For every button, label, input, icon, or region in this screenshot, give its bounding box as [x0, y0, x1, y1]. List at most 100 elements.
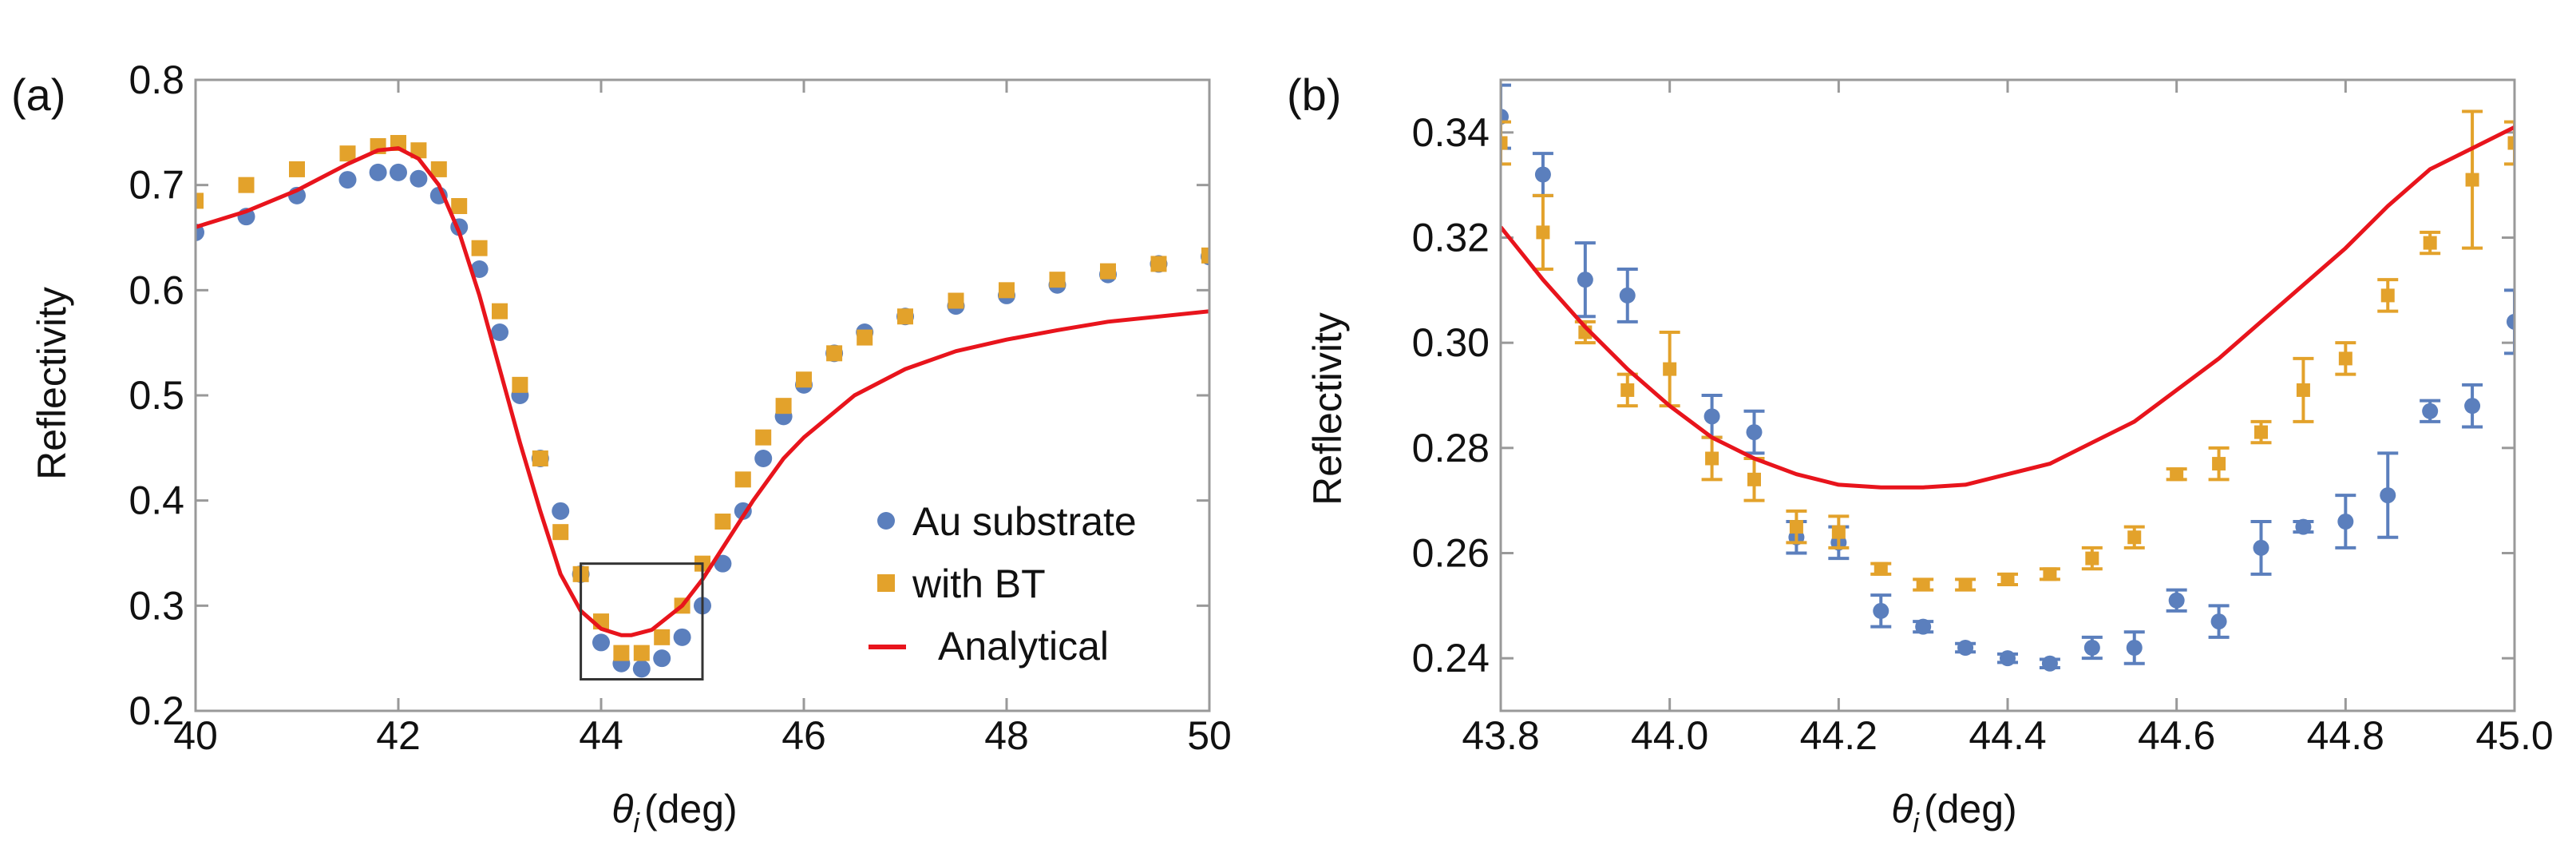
panel-a-with-bt-point [492, 303, 508, 319]
panel-b-y-tick-label: 0.26 [1412, 531, 1490, 576]
panel-a-with-bt-point [1049, 272, 1066, 288]
panel-b-au-substrate-point [2337, 514, 2354, 530]
panel-b-x-tick-label: 44.0 [1631, 713, 1708, 758]
panel-a-with-bt-point [1150, 256, 1167, 272]
panel-a-with-bt-point [339, 145, 356, 162]
panel-a-y-tick-label: 0.5 [129, 373, 184, 418]
panel-a-au-substrate-point [410, 169, 428, 188]
panel-b-au-substrate-point [2083, 640, 2100, 656]
panel-b-x-tick-label: 43.8 [1462, 713, 1539, 758]
panel-label-a: (a) [11, 69, 65, 120]
panel-b-au-substrate-point [1703, 408, 1720, 425]
panel-a-with-bt-point [999, 282, 1015, 299]
panel-b-with-bt-point [2380, 288, 2395, 303]
panel-b-au-substrate-point [2422, 403, 2439, 419]
panel-a-with-bt-point [633, 645, 650, 661]
panel-a-y-tick-label: 0.8 [129, 58, 184, 102]
panel-a-au-substrate-point [632, 660, 651, 678]
panel-b-au-substrate-point [1915, 618, 1932, 635]
panel-a-with-bt-point [755, 429, 772, 446]
panel-a-x-tick-label: 46 [782, 713, 826, 758]
panel-b-x-tick-label: 44.4 [1969, 713, 2046, 758]
panel-b-au-substrate-point [2168, 592, 2185, 609]
panel-a-y-tick-label: 0.7 [129, 163, 184, 208]
panel-b-au-substrate-point [2126, 640, 2143, 656]
panel-a-with-bt-point [410, 142, 427, 159]
panel-a-au-substrate-point [390, 163, 407, 181]
panel-b-with-bt-point [2085, 551, 2099, 565]
panel-a-y-axis-label: Reflectivity [30, 287, 74, 480]
panel-b-with-bt-point [2127, 530, 2142, 545]
legend-label-with-bt: with BT [912, 561, 1046, 606]
panel-a-plot-area [196, 135, 1209, 678]
panel-b-with-bt-point [1620, 383, 1635, 397]
panel-a-x-tick-label: 42 [376, 713, 421, 758]
panel-a-legend: Au substrate with BT Analytical [869, 499, 1137, 669]
panel-b-with-bt-point [1705, 451, 1719, 466]
panel-a-y-tick-label: 0.3 [129, 583, 184, 628]
panel-b-with-bt-point [1536, 225, 1550, 240]
panel-a-with-bt-point [451, 198, 468, 214]
panel-label-b: (b) [1287, 69, 1341, 120]
panel-b-with-bt-point [1831, 525, 1846, 539]
panel-b-y-axis-label: Reflectivity [1305, 312, 1350, 506]
panel-b-au-substrate-point [1746, 424, 1763, 441]
panel-a-ticks: 40 42 44 46 48 50 0.2 0.3 0.4 0.5 0.6 0.7 0.8 [129, 58, 1231, 758]
panel-a-au-substrate-point [592, 633, 610, 652]
panel-b-ticks: 43.8 44.0 44.2 44.4 44.6 44.8 45.0 0.24 0.26 0.28… [1412, 80, 2554, 758]
panel-b-with-bt-point [2465, 173, 2479, 187]
panel-b-x-tick-label: 45.0 [2475, 713, 2553, 758]
panel-a-au-substrate-point [754, 450, 773, 467]
panel-a-with-bt-point [948, 292, 964, 309]
panel-a-x-tick-label: 40 [173, 713, 218, 758]
panel-b-au-substrate-point [2507, 313, 2515, 330]
panel-b-au-substrate-point [2464, 398, 2481, 415]
panel-b-au-substrate-point [1534, 166, 1551, 183]
panel-b-with-bt-point [2296, 383, 2310, 397]
panel-b-with-bt-point [1747, 472, 1761, 486]
panel-b-au-substrate-point [1873, 602, 1889, 619]
panel-a-y-tick-label: 0.4 [129, 478, 184, 523]
panel-b-with-bt-point [1501, 136, 1508, 150]
panel-a-with-bt-point [196, 192, 204, 209]
legend-marker-with-bt [877, 574, 895, 592]
legend-marker-au-substrate [877, 512, 895, 530]
panel-b-with-bt-point [2170, 467, 2184, 482]
panel-a-au-substrate-point [552, 502, 570, 520]
panel-b-au-substrate-point [1619, 287, 1636, 304]
panel-b-x-tick-label: 44.8 [2307, 713, 2384, 758]
panel-b-y-tick-label: 0.32 [1412, 216, 1490, 260]
panel-a-au-substrate-point [470, 260, 489, 278]
panel-b-y-tick-label: 0.28 [1412, 426, 1490, 470]
panel-b-x-tick-label: 44.2 [1800, 713, 1878, 758]
panel-a-analytical-line [196, 146, 1209, 637]
panel-b-y-tick-label: 0.34 [1412, 110, 1490, 155]
panel-a-with-bt-point [289, 161, 305, 177]
panel-a-frame [194, 78, 1211, 712]
panel-b-with-bt-point [2338, 351, 2352, 366]
panel-b-with-bt-point [1916, 577, 1930, 592]
panel-b-au-substrate-point [1957, 640, 1974, 656]
panel-a-x-tick-label: 48 [984, 713, 1029, 758]
panel-a-with-bt-point [796, 371, 812, 388]
panel-b-with-bt-point [1958, 577, 1973, 592]
panel-b-y-tick-label: 0.30 [1412, 320, 1490, 365]
panel-b: (b) Reflectivity θi (deg) 43.8 44.0 44.2 44.… [1287, 69, 2554, 839]
panel-a-zoom-box [580, 562, 704, 681]
panel-a-with-bt-point [512, 376, 528, 393]
panel-b-au-substrate-point [2000, 650, 2016, 667]
panel-b-with-bt-point [2212, 457, 2226, 471]
panel-b-with-bt-point [2043, 567, 2057, 581]
panel-a-with-bt-point [613, 645, 630, 661]
panel-a-with-bt-point [775, 398, 792, 415]
legend-label-analytical: Analytical [938, 624, 1109, 669]
panel-b-x-axis-label: θi (deg) [1891, 787, 2016, 839]
panel-b-au-substrate-point [2295, 518, 2312, 535]
panel-a-with-bt-point [897, 308, 913, 325]
panel-a: (a) Reflectivity θi (deg) 40 42 44 46 48 50 0.2… [11, 58, 1232, 839]
panel-a-with-bt-point [654, 629, 671, 645]
panel-a-au-substrate-point [338, 171, 357, 189]
panel-a-x-axis-label: θi (deg) [611, 787, 737, 839]
panel-a-with-bt-point [714, 514, 731, 530]
